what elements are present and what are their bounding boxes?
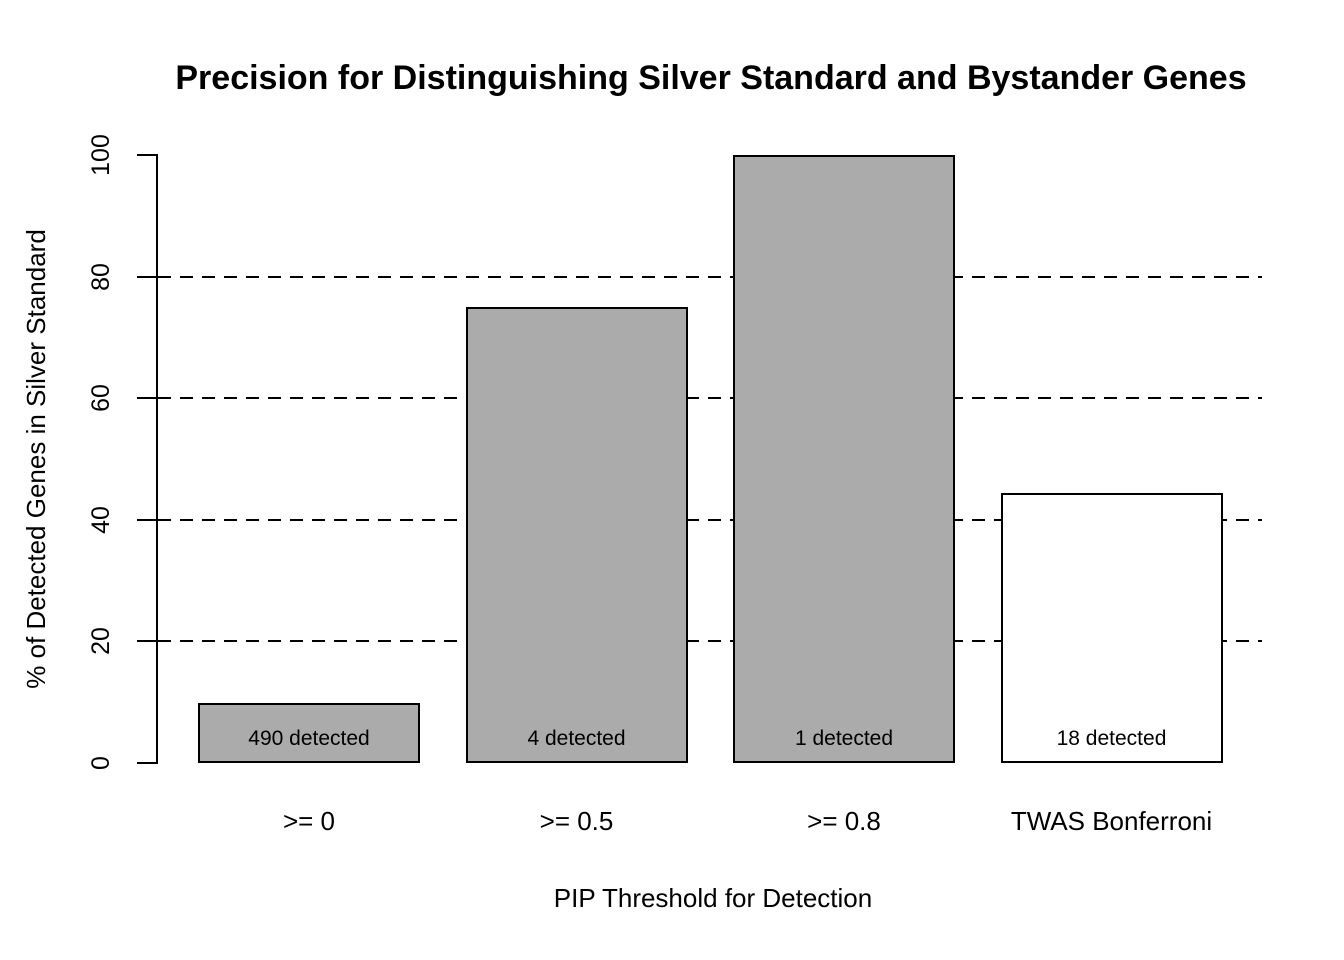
gridline-80	[158, 275, 1262, 278]
y-tick-20	[137, 640, 157, 643]
x-category-label-4: TWAS Bonferroni	[1010, 806, 1213, 836]
chart-title: Precision for Distinguishing Silver Stan…	[175, 59, 1247, 97]
y-tick-40	[137, 518, 157, 521]
y-tick-label: 100	[87, 134, 115, 176]
y-tick-80	[137, 275, 157, 278]
bar-count-label: 18 detected	[1056, 727, 1167, 750]
gridline-40	[158, 518, 1262, 521]
y-axis-label: % of Detected Genes in Silver Standard	[21, 229, 51, 689]
bar-count-label: 1 detected	[794, 727, 894, 750]
gridline-20	[158, 640, 1262, 643]
x-category-label-2: >= 0.5	[539, 806, 614, 836]
y-tick-100	[137, 154, 157, 156]
x-category-label-1: >= 0	[282, 806, 336, 836]
y-tick-label: 40	[87, 505, 115, 534]
y-axis-line	[156, 154, 158, 764]
y-tick-60	[137, 397, 157, 400]
plot-area: 490 detected 4 detected 1 detected 18 detec…	[158, 155, 1262, 763]
y-tick-label: 60	[87, 384, 115, 413]
gridline-60	[158, 397, 1262, 400]
y-tick-label: 20	[87, 627, 115, 656]
bar-count-label: 490 detected	[248, 727, 370, 750]
y-tick-0	[137, 762, 157, 764]
y-tick-label: 0	[87, 756, 115, 770]
x-axis-label: PIP Threshold for Detection	[553, 883, 873, 913]
bar-3: 1 detected	[733, 155, 955, 763]
bar-2: 4 detected	[465, 307, 688, 763]
y-tick-label: 80	[87, 262, 115, 291]
bar-count-label: 4 detected	[527, 727, 626, 750]
bar-1: 490 detected	[198, 703, 420, 763]
x-category-label-3: >= 0.8	[807, 806, 881, 836]
bar-4: 18 detected	[1000, 493, 1223, 763]
